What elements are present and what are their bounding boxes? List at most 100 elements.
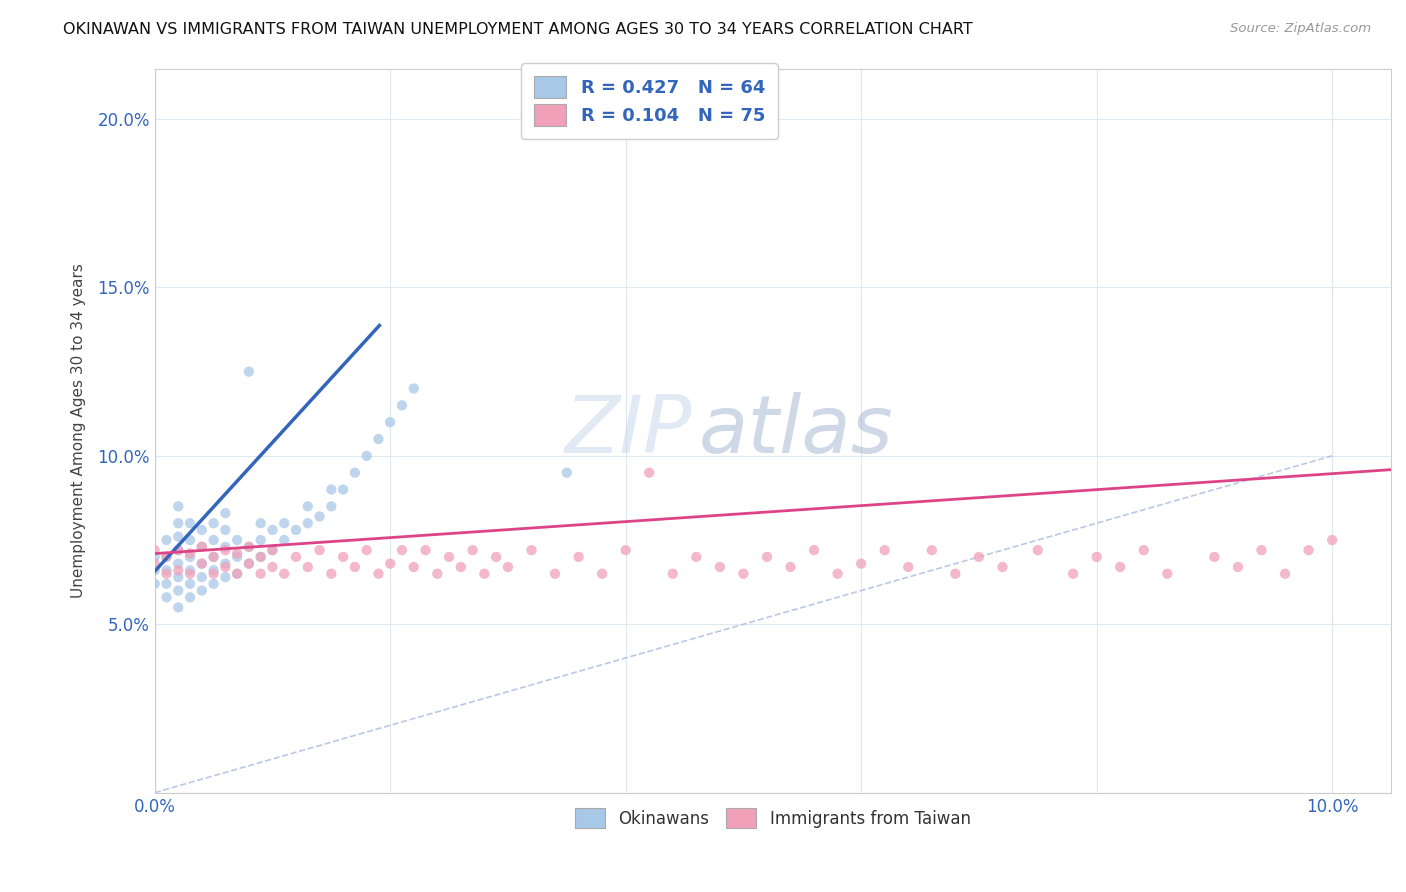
Point [262, 560, 284, 574]
Point [238, 365, 260, 379]
Point [226, 549, 249, 564]
Point [179, 533, 201, 547]
Point [1298, 543, 1320, 558]
Point [308, 543, 330, 558]
Point [297, 516, 319, 531]
Point [921, 543, 943, 558]
Point [191, 570, 214, 584]
Point [273, 533, 295, 547]
Point [555, 466, 578, 480]
Point [226, 566, 249, 581]
Point [226, 566, 249, 581]
Point [238, 557, 260, 571]
Point [1026, 543, 1049, 558]
Point [167, 583, 190, 598]
Point [755, 549, 778, 564]
Point [991, 560, 1014, 574]
Point [1156, 566, 1178, 581]
Point [415, 543, 437, 558]
Point [191, 557, 214, 571]
Point [262, 543, 284, 558]
Point [143, 543, 166, 558]
Point [709, 560, 731, 574]
Point [191, 540, 214, 554]
Point [356, 543, 378, 558]
Point [273, 566, 295, 581]
Point [202, 577, 225, 591]
Point [897, 560, 920, 574]
Point [214, 506, 236, 520]
Point [167, 557, 190, 571]
Point [544, 566, 567, 581]
Point [214, 523, 236, 537]
Point [367, 432, 389, 446]
Point [167, 570, 190, 584]
Point [202, 549, 225, 564]
Point [155, 566, 177, 581]
Point [450, 560, 472, 574]
Point [167, 516, 190, 531]
Point [461, 543, 484, 558]
Point [202, 549, 225, 564]
Point [356, 449, 378, 463]
Point [202, 563, 225, 577]
Point [214, 557, 236, 571]
Point [155, 549, 177, 564]
Point [1320, 533, 1343, 547]
Point [167, 530, 190, 544]
Point [321, 500, 343, 514]
Point [249, 533, 271, 547]
Point [520, 543, 543, 558]
Text: atlas: atlas [699, 392, 893, 469]
Point [402, 382, 425, 396]
Point [485, 549, 508, 564]
Point [1274, 566, 1296, 581]
Point [214, 543, 236, 558]
Point [297, 500, 319, 514]
Point [496, 560, 519, 574]
Point [191, 523, 214, 537]
Point [155, 563, 177, 577]
Point [155, 591, 177, 605]
Point [285, 523, 308, 537]
Point [191, 540, 214, 554]
Point [873, 543, 896, 558]
Point [262, 523, 284, 537]
Point [1109, 560, 1132, 574]
Point [426, 566, 449, 581]
Point [167, 600, 190, 615]
Point [568, 549, 591, 564]
Point [638, 466, 661, 480]
Point [179, 516, 201, 531]
Point [202, 533, 225, 547]
Point [155, 577, 177, 591]
Legend: Okinawans, Immigrants from Taiwan: Okinawans, Immigrants from Taiwan [568, 801, 977, 835]
Point [380, 557, 402, 571]
Point [1250, 543, 1272, 558]
Point [685, 549, 707, 564]
Point [1226, 560, 1249, 574]
Point [179, 549, 201, 564]
Point [191, 583, 214, 598]
Point [179, 591, 201, 605]
Point [343, 560, 366, 574]
Point [733, 566, 755, 581]
Point [179, 577, 201, 591]
Point [249, 549, 271, 564]
Point [179, 566, 201, 581]
Point [214, 560, 236, 574]
Point [226, 533, 249, 547]
Point [391, 398, 413, 412]
Point [167, 563, 190, 577]
Point [591, 566, 613, 581]
Point [155, 549, 177, 564]
Point [167, 543, 190, 558]
Point [332, 483, 354, 497]
Point [167, 543, 190, 558]
Point [249, 566, 271, 581]
Point [202, 566, 225, 581]
Point [849, 557, 872, 571]
Point [143, 577, 166, 591]
Point [285, 549, 308, 564]
Point [191, 557, 214, 571]
